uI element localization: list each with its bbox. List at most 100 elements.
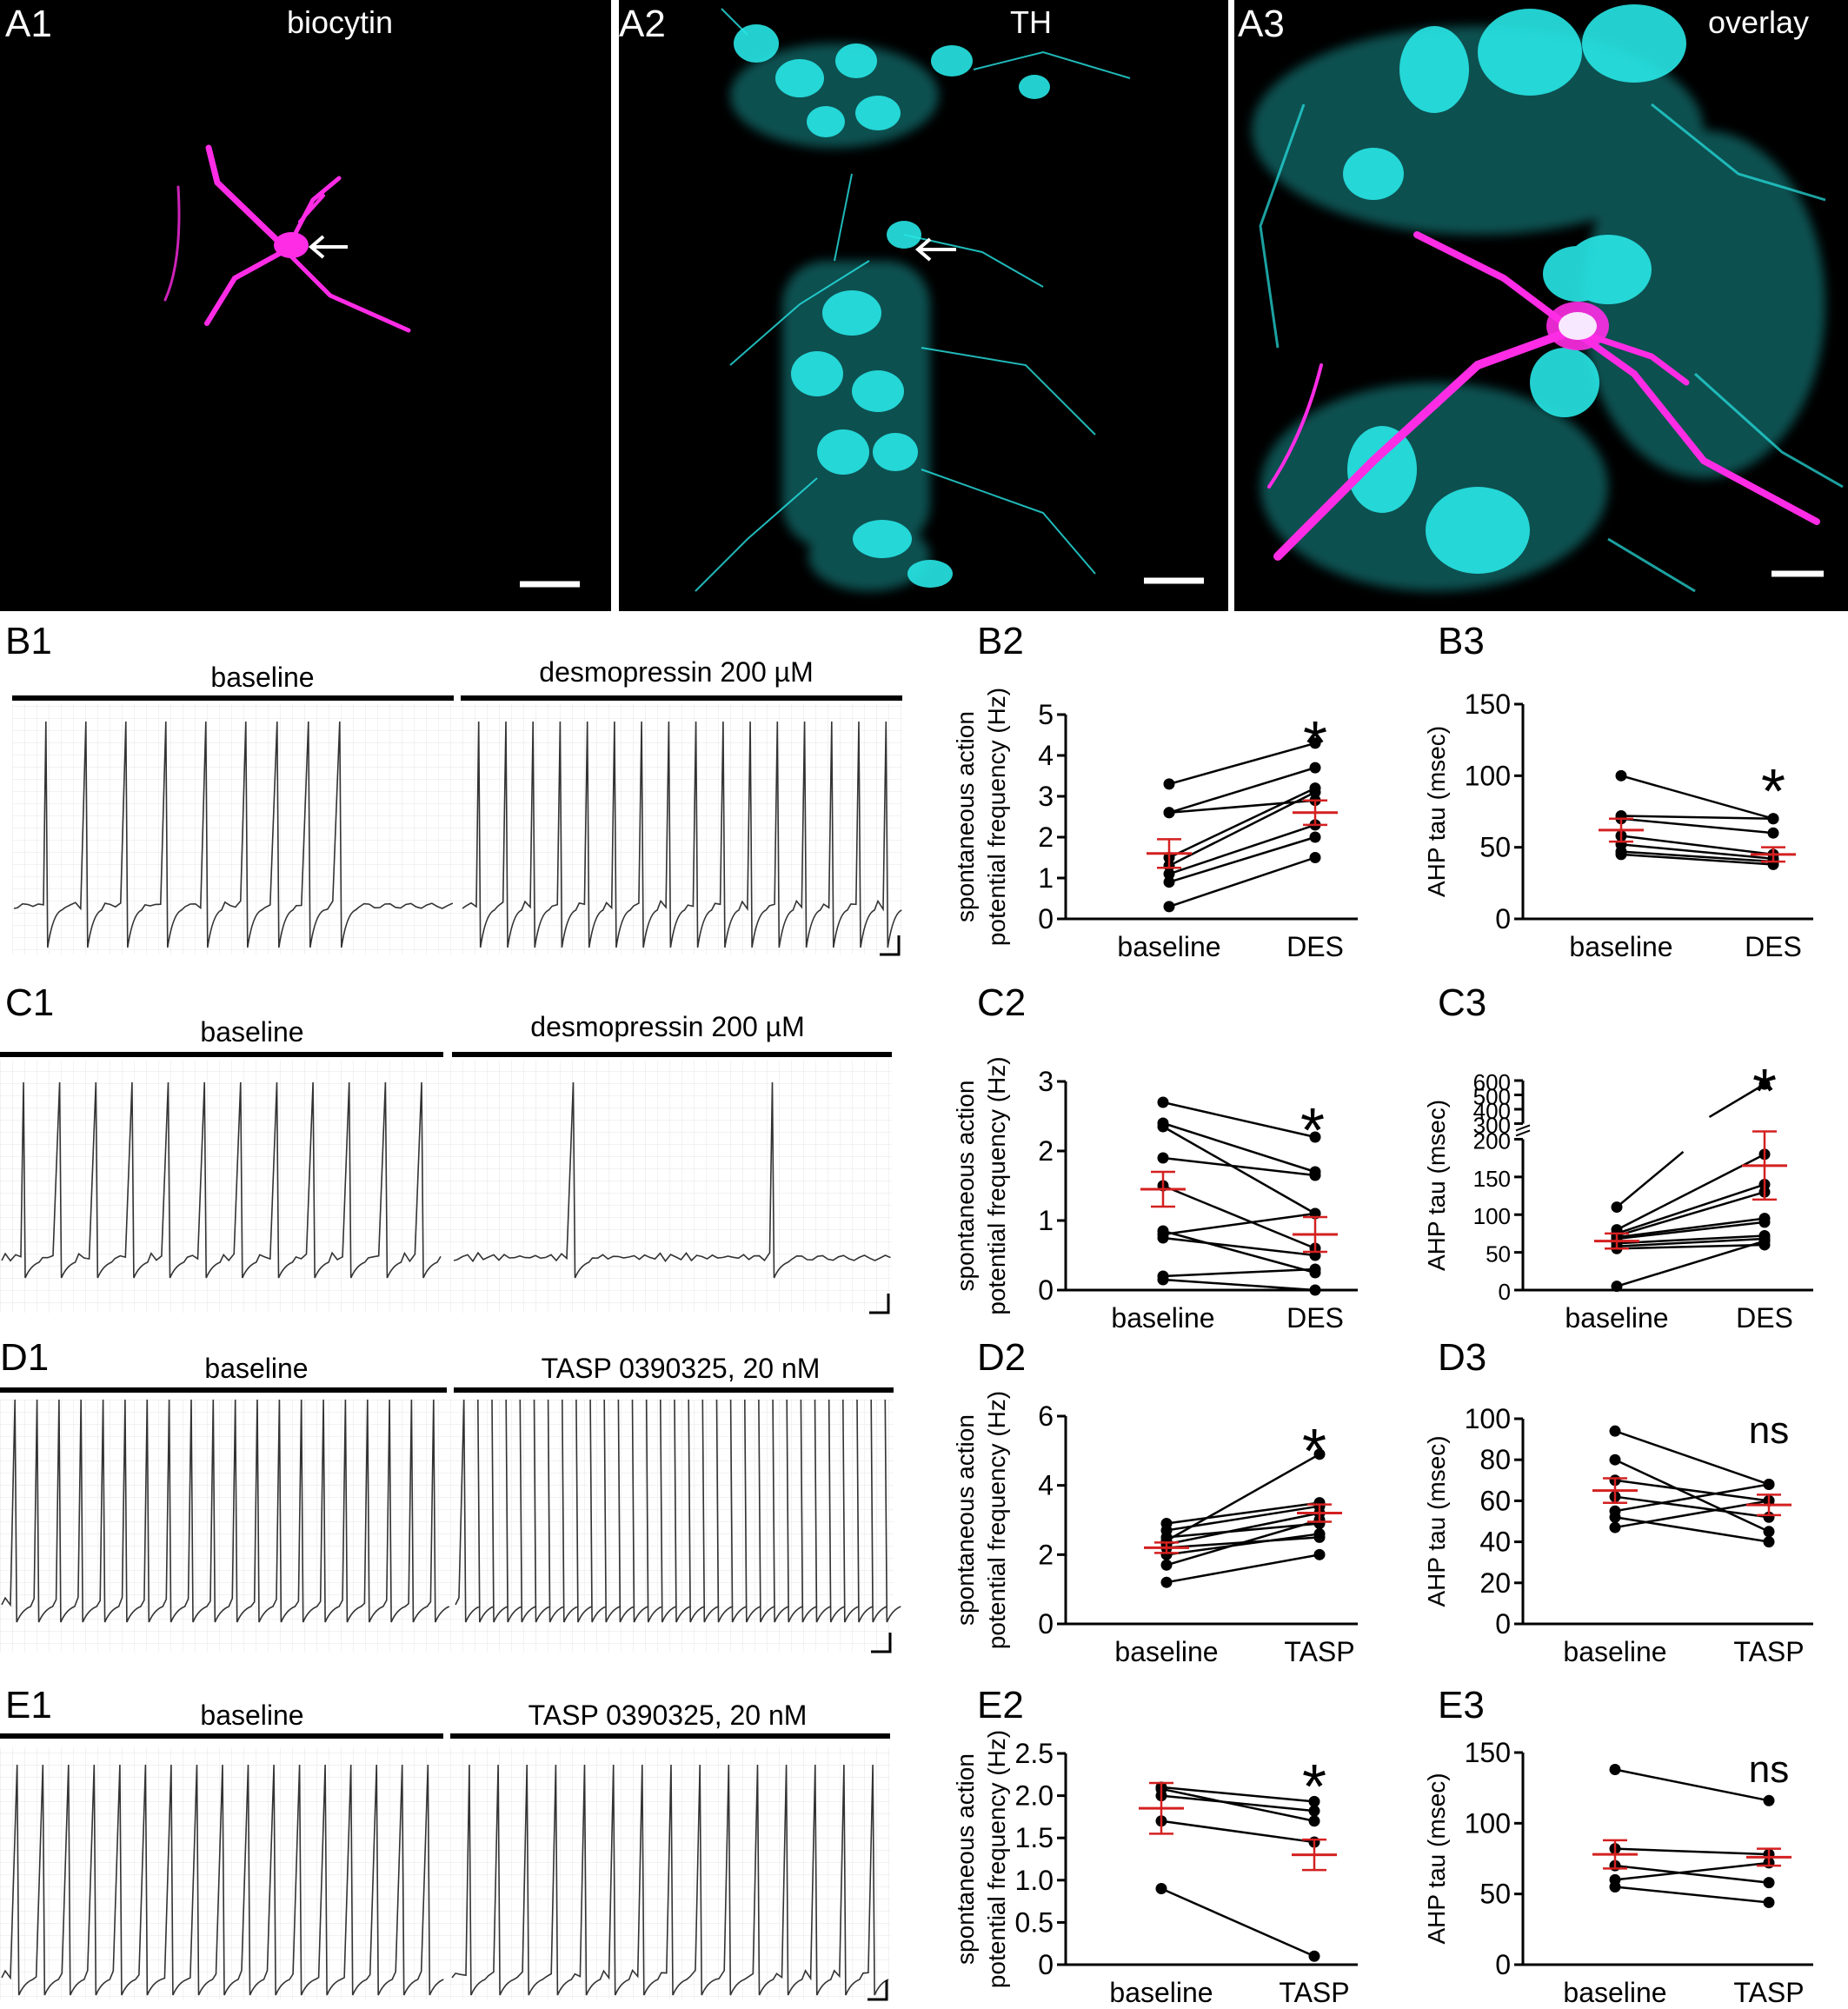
pair-line: [1614, 1516, 1770, 1543]
y-tick-label: 50: [1486, 1241, 1511, 1267]
significance-annotation: ns: [1749, 1409, 1789, 1452]
x-tick-label: DES: [1286, 1302, 1344, 1334]
chart-E3: E3 0 50 100 150 baseline TASP AHP tau (msec) ns: [1423, 1684, 1813, 2008]
data-point: [1309, 1284, 1321, 1296]
y-tick-label: 500: [1473, 1083, 1511, 1109]
pair-line: [1616, 1240, 1765, 1287]
y-tick-label: 0: [1038, 903, 1054, 935]
y-tick-label: 400: [1473, 1098, 1511, 1124]
y-tick-label: 2: [1038, 1135, 1054, 1167]
y-tick-label: 150: [1473, 1166, 1511, 1192]
chart-C2: C2 0 1 2 3 baseline DES spontaneous action poten…: [952, 981, 1358, 1334]
th-neurons: [695, 8, 1131, 592]
pair-line: [1166, 1533, 1320, 1556]
y-axis-label: spontaneous action: [952, 1081, 979, 1292]
y-tick-label: 0: [1495, 903, 1511, 935]
y-tick-label: 2: [1038, 822, 1054, 853]
pair-line: [1160, 1819, 1315, 1844]
y-tick-label: 100: [1465, 1403, 1511, 1434]
data-point: [1160, 1576, 1173, 1588]
y-tick-label: 100: [1473, 1203, 1511, 1229]
baseline-trace: [13, 721, 454, 948]
data-point: [1157, 1152, 1169, 1164]
y-axis-label: spontaneous action: [952, 1414, 979, 1626]
chart-D3: D3 0 20 40 60 80 100 baseline TASP AHP tau (msec)…: [1423, 1336, 1813, 1667]
data-point: [1609, 1881, 1621, 1893]
data-point: [1767, 827, 1779, 839]
pair-line: [1160, 1786, 1315, 1803]
y-tick-label: 100: [1465, 760, 1511, 791]
y-tick-label: 1: [1038, 1205, 1054, 1236]
panel-label-B2: B2: [977, 620, 1024, 662]
data-point: [1157, 1274, 1169, 1286]
pair-line: [1614, 1864, 1770, 1884]
pair-line: [1166, 1553, 1320, 1584]
y-tick-label: 6: [1038, 1400, 1054, 1432]
pair-line: [1162, 1101, 1316, 1139]
data-point: [1157, 1121, 1169, 1133]
y-tick-label: 0: [1038, 1608, 1054, 1640]
pair-line: [1166, 1453, 1320, 1542]
data-point: [1611, 1281, 1623, 1293]
pair-line: [1162, 1184, 1316, 1250]
pair-line: [1708, 1083, 1765, 1118]
pair-line: [1168, 791, 1316, 868]
data-point: [1758, 1216, 1771, 1228]
pair-line: [1620, 850, 1774, 863]
pair-line: [1162, 1212, 1316, 1236]
pair-line: [1162, 1156, 1316, 1177]
x-tick-label: TASP: [1733, 1636, 1804, 1667]
y-tick-label: 1.0: [1015, 1865, 1054, 1896]
x-tick-label: baseline: [1109, 1977, 1213, 2008]
data-point: [1609, 1511, 1621, 1523]
pair-line: [1616, 1243, 1765, 1250]
significance-annotation: *: [1761, 757, 1785, 827]
pair-line: [1162, 1121, 1316, 1174]
scale-bar: [869, 1294, 890, 1314]
panel-label-E3: E3: [1438, 1684, 1485, 1726]
significance-annotation: ns: [1749, 1748, 1789, 1791]
y-tick-label: 2: [1038, 1539, 1054, 1570]
trace-grid: [12, 704, 902, 955]
pair-line: [1616, 1221, 1765, 1241]
data-point: [1308, 1950, 1320, 1962]
x-tick-label: DES: [1745, 931, 1802, 962]
pair-line: [1166, 1501, 1320, 1525]
trace-panel-C1: C1 baseline desmopressin 200 µM: [0, 981, 892, 1314]
x-tick-label: baseline: [1563, 1636, 1666, 1667]
x-tick-label: TASP: [1733, 1977, 1804, 2008]
y-axis-label: potential frequency (Hz): [983, 1730, 1010, 1988]
y-tick-label: 50: [1479, 832, 1511, 863]
arrow-icon: [914, 237, 956, 262]
data-point: [1308, 1805, 1320, 1817]
data-point: [1155, 1883, 1167, 1895]
panel-label-A3: A3: [1238, 3, 1285, 45]
pair-line: [1614, 1459, 1770, 1533]
pair-line: [1614, 1886, 1770, 1904]
y-tick-label: 0: [1499, 1279, 1511, 1305]
panel-label-E1: E1: [5, 1684, 52, 1726]
baseline-trace: [1, 1764, 444, 1996]
y-tick-label: 2.5: [1015, 1738, 1054, 1769]
y-tick-label: 300: [1473, 1112, 1511, 1138]
pair-line: [1162, 1236, 1316, 1257]
x-tick-label: baseline: [1114, 1636, 1218, 1667]
data-point: [1615, 848, 1627, 861]
data-point: [1313, 1527, 1326, 1540]
baseline-label: baseline: [204, 1353, 308, 1384]
y-axis-label: potential frequency (Hz): [983, 1056, 1010, 1314]
y-tick-label: 150: [1465, 1737, 1511, 1768]
pair-line: [1614, 1500, 1770, 1529]
data-point: [1763, 1794, 1775, 1806]
data-point: [1611, 1201, 1623, 1214]
treatment-trace: [451, 1764, 889, 1996]
y-tick-label: 0: [1495, 1608, 1511, 1640]
baseline-label: baseline: [200, 1016, 303, 1048]
scale-bar: [867, 1980, 888, 2001]
data-point: [1609, 1454, 1621, 1466]
pair-line: [1168, 742, 1316, 786]
chart-E2: E2 0 0.5 1.0 1.5 2.0 2.5 baseline TASP spontaneou…: [952, 1684, 1358, 2008]
pair-line: [1168, 856, 1316, 908]
data-point: [1157, 1232, 1169, 1244]
